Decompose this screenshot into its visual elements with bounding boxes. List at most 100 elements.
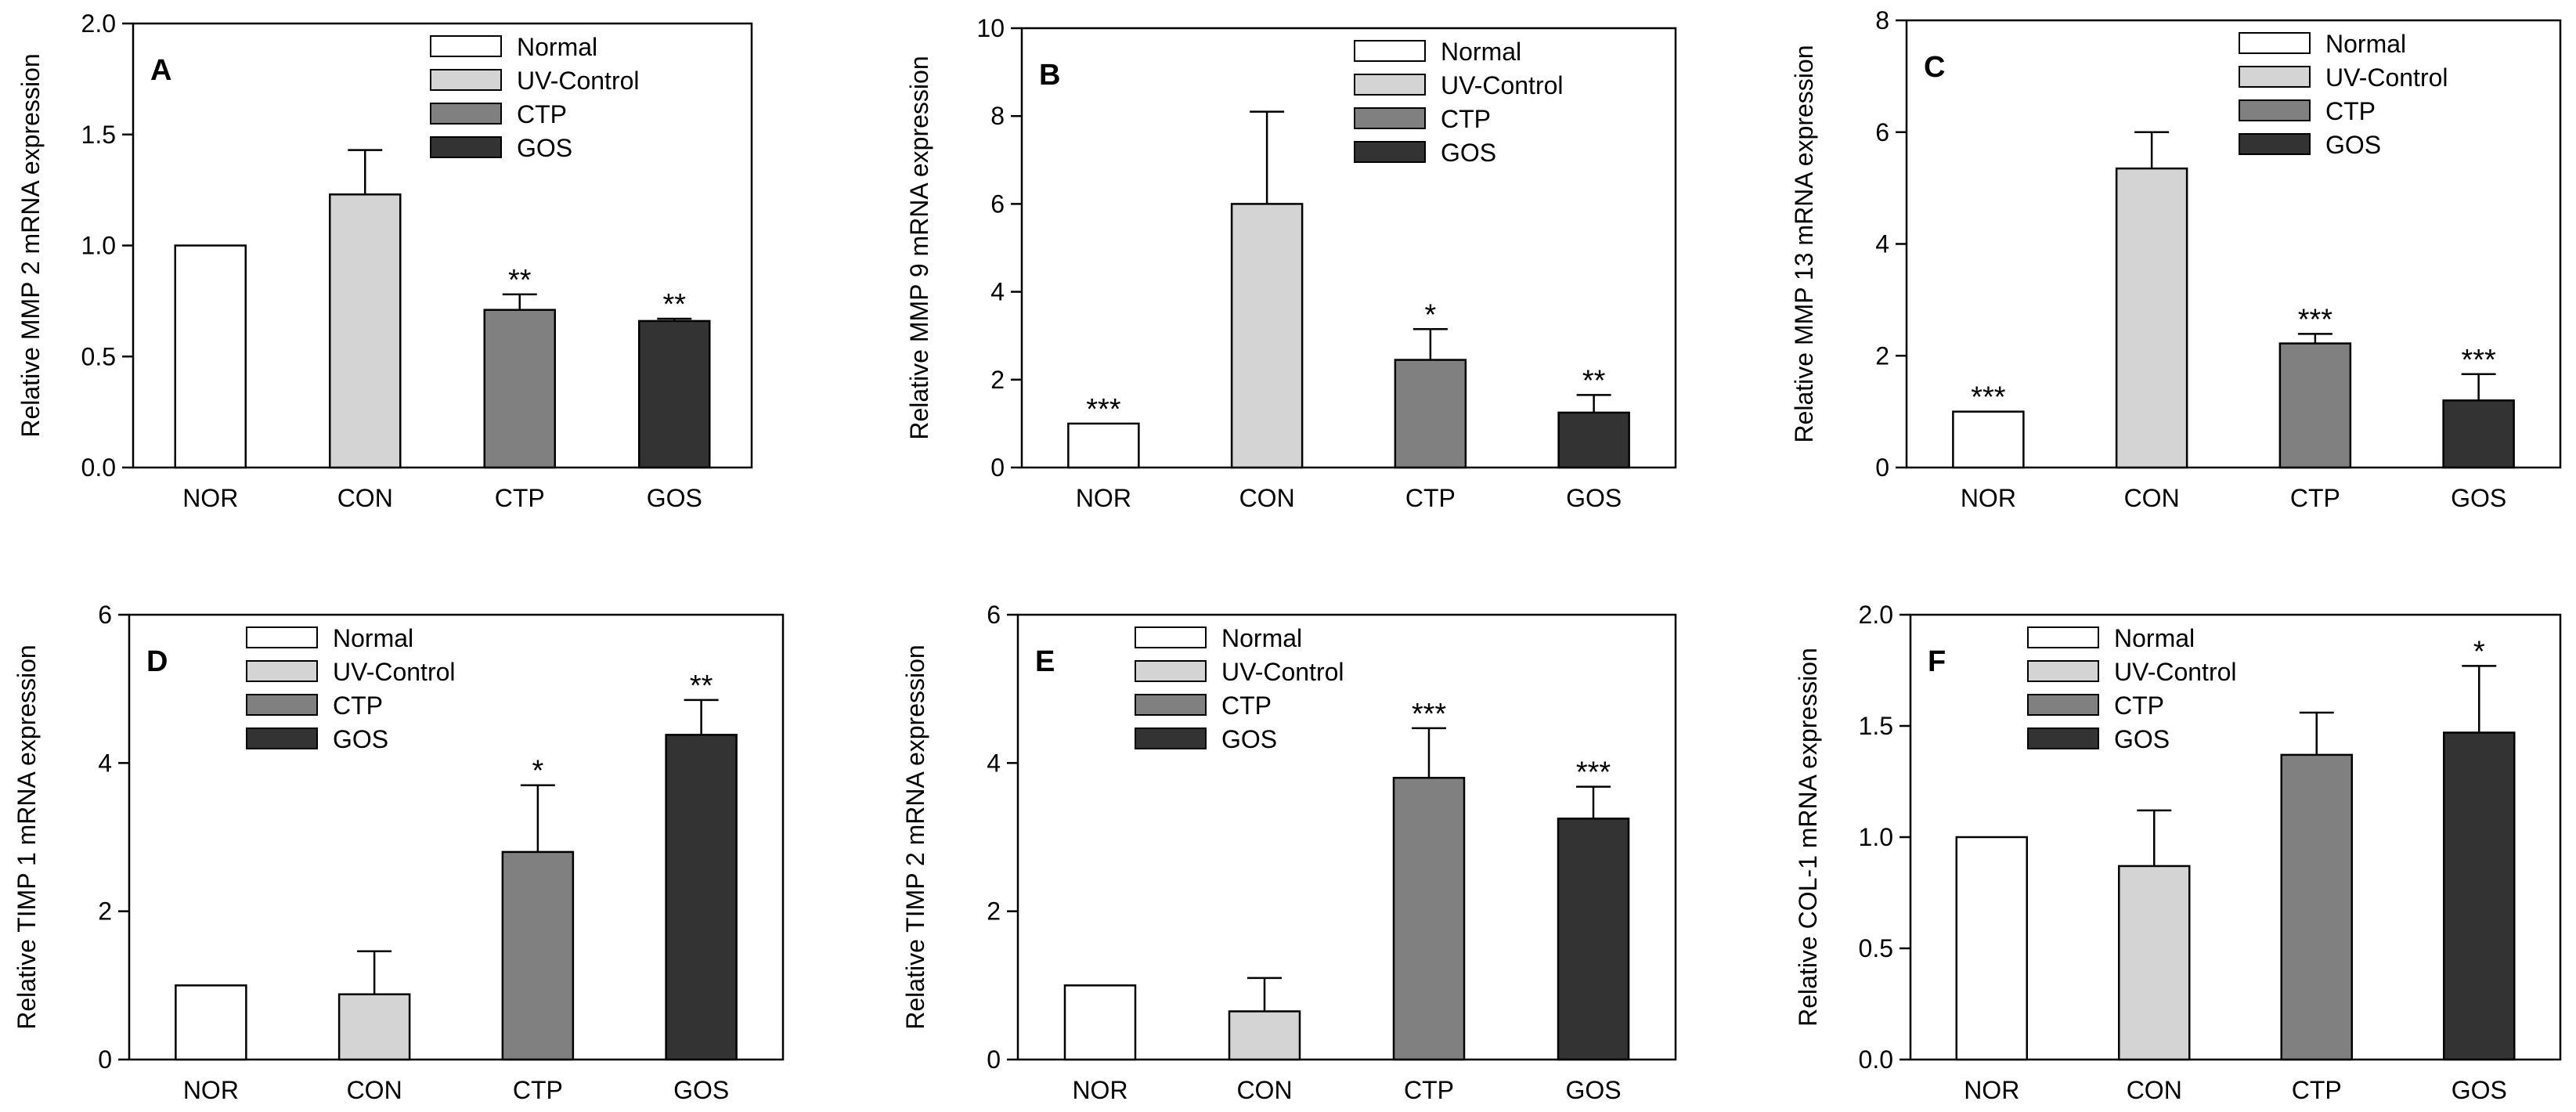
x-tick-label: CON: [2124, 484, 2180, 512]
bar-nor: [1063, 984, 1137, 1061]
y-tick-label: 8: [990, 102, 1005, 130]
x-tick-label: CON: [2127, 1076, 2182, 1104]
bar-gos: [638, 320, 711, 469]
y-tick-label: 6: [98, 601, 112, 629]
legend-swatch-gos: [2027, 727, 2099, 749]
legend-label: UV-Control: [1441, 71, 1564, 99]
legend-swatch-normal: [2239, 32, 2311, 54]
legend-swatch-gos: [430, 136, 502, 158]
legend-swatch-ctp: [1135, 694, 1207, 716]
legend-label: CTP: [1441, 105, 1491, 133]
bar-gos: [1557, 818, 1630, 1061]
legend-label: CTP: [2114, 691, 2164, 720]
y-tick-label: 6: [1875, 118, 1889, 146]
legend-label: UV-Control: [333, 658, 456, 686]
significance-marker: **: [690, 670, 713, 702]
y-tick-label: 0.5: [1859, 934, 1893, 962]
y-tick-label: 6: [987, 601, 1001, 629]
x-tick-label: CTP: [2290, 484, 2340, 512]
y-tick-label: 0.0: [1859, 1045, 1893, 1074]
y-tick-label: 8: [1875, 6, 1889, 34]
significance-marker: *: [1424, 298, 1436, 331]
legend-swatch-uv-control: [2239, 66, 2311, 88]
chart-panel-e: 0 2 4 6 Relative TIMP 2 mRNA expression E NOR C…: [901, 601, 1677, 1104]
x-tick-label: CTP: [495, 484, 545, 512]
panel-letter: C: [1924, 51, 1945, 84]
legend-label: Normal: [1221, 624, 1302, 652]
x-tick-label: NOR: [182, 484, 238, 512]
legend-label: GOS: [1221, 725, 1277, 753]
y-tick-label: 2: [1875, 341, 1889, 370]
bar-gos: [665, 734, 738, 1061]
significance-marker: ***: [1576, 756, 1611, 789]
legend-label: GOS: [517, 134, 572, 162]
legend-label: Normal: [2325, 30, 2406, 58]
significance-marker: **: [662, 288, 686, 321]
x-tick-label: NOR: [1961, 484, 2016, 512]
y-tick-label: 0: [987, 1045, 1001, 1074]
bar-con: [2115, 167, 2188, 469]
significance-marker: **: [508, 264, 532, 297]
legend-swatch-ctp: [2239, 99, 2311, 121]
legend-label: Normal: [517, 33, 597, 61]
x-tick-label: CTP: [513, 1076, 563, 1104]
x-tick-label: CON: [1236, 1076, 1292, 1104]
legend-swatch-normal: [246, 626, 318, 648]
legend-swatch-uv-control: [1354, 74, 1426, 96]
panel-letter: B: [1039, 59, 1060, 92]
bar-con: [337, 993, 411, 1061]
bar-ctp: [2280, 753, 2353, 1061]
y-tick-label: 2.0: [81, 9, 116, 38]
bar-nor: [1952, 410, 2025, 469]
bar-con: [2118, 865, 2191, 1061]
panel-letter: A: [150, 54, 171, 87]
y-axis-label: Relative COL-1 mRNA expression: [1794, 648, 1822, 1027]
legend-label: CTP: [2325, 97, 2376, 125]
y-tick-label: 0: [1875, 453, 1889, 482]
legend-label: Normal: [1441, 38, 1521, 66]
bar-con: [1230, 203, 1304, 469]
y-axis-label: Relative TIMP 1 mRNA expression: [13, 644, 41, 1029]
legend-label: Normal: [2114, 624, 2195, 652]
legend-label: UV-Control: [2325, 63, 2448, 92]
legend-label: Normal: [333, 624, 413, 652]
legend-label: GOS: [2114, 725, 2170, 753]
chart-panel-a: 0.0 0.5 1.0 1.5 2.0 Relative MMP 2 mRNA expre…: [16, 9, 753, 512]
x-tick-label: CON: [1239, 484, 1295, 512]
legend-label: CTP: [517, 100, 567, 128]
y-tick-label: 4: [990, 278, 1005, 306]
y-tick-label: 0.0: [81, 453, 116, 482]
bar-ctp: [2278, 342, 2352, 469]
bar-gos: [2443, 731, 2516, 1061]
legend-swatch-ctp: [2027, 694, 2099, 716]
legend-label: UV-Control: [2114, 658, 2237, 686]
legend-swatch-normal: [1354, 40, 1426, 62]
y-axis-label: Relative MMP 9 mRNA expression: [905, 56, 933, 439]
bar-ctp: [1392, 777, 1466, 1061]
y-tick-label: 4: [987, 749, 1001, 777]
legend-swatch-gos: [1354, 141, 1426, 163]
bar-nor: [1067, 422, 1140, 469]
legend-label: CTP: [333, 691, 383, 720]
x-tick-label: GOS: [673, 1076, 729, 1104]
legend-label: UV-Control: [517, 67, 640, 95]
significance-marker: *: [2473, 635, 2485, 668]
x-tick-label: GOS: [2451, 484, 2506, 512]
y-tick-label: 2: [990, 366, 1005, 394]
legend-swatch-uv-control: [2027, 660, 2099, 682]
significance-marker: ***: [1971, 381, 2006, 414]
chart-panel-c: 0 2 4 6 8 Relative MMP 13 mRNA expression C ***…: [1790, 6, 2562, 512]
bar-ctp: [483, 309, 556, 469]
panel-letter: F: [1928, 645, 1946, 678]
x-tick-label: GOS: [1566, 484, 1622, 512]
bar-gos: [2442, 399, 2515, 469]
legend-swatch-normal: [1135, 626, 1207, 648]
y-tick-label: 4: [98, 749, 112, 777]
panel-letter: D: [146, 645, 168, 678]
panel-letter: E: [1035, 645, 1055, 678]
y-tick-label: 0.5: [81, 342, 116, 370]
x-tick-label: CTP: [1404, 1076, 1454, 1104]
bar-nor: [1955, 836, 2028, 1061]
